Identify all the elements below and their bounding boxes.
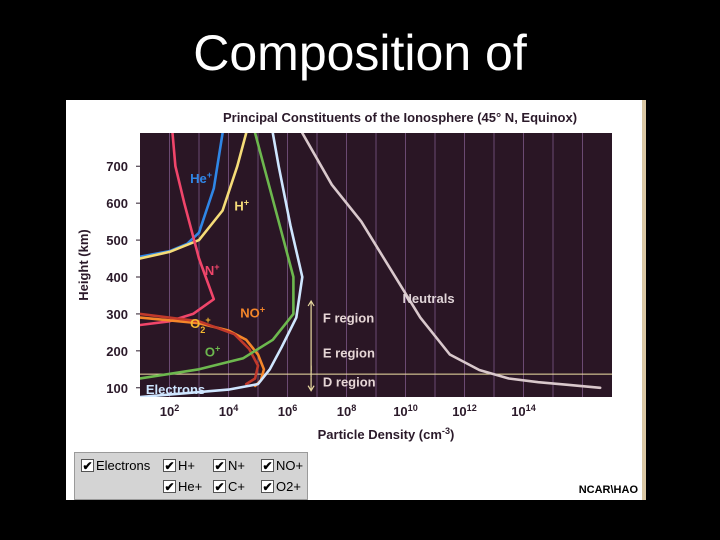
x-tick-label: 1014 xyxy=(511,403,537,419)
series-line-h-plus xyxy=(140,133,248,260)
legend-label-c-plus: C+ xyxy=(228,479,245,494)
checkbox-no-plus[interactable]: ✔ xyxy=(261,459,274,473)
y-axis-label: Height (km) xyxy=(76,229,91,301)
series-group: He+ H+ N+ NO+ O2+ O+ Neutrals Electrons F region… xyxy=(140,133,612,397)
y-tick-label: 700 xyxy=(106,159,128,174)
legend-label-n-plus: N+ xyxy=(228,458,245,473)
legend-checkbox-o2-plus[interactable]: ✔ O2+ xyxy=(261,479,301,494)
series-line-neutrals xyxy=(301,133,602,390)
y-tick-label: 100 xyxy=(106,381,128,396)
x-tick-label: 106 xyxy=(278,403,298,419)
figure-edge xyxy=(642,100,646,500)
region-arrow-head-d xyxy=(307,385,315,392)
x-tick-label: 102 xyxy=(160,403,180,419)
legend-checkbox-he-plus[interactable]: ✔ He+ xyxy=(163,479,202,494)
y-tick-label: 600 xyxy=(106,196,128,211)
curve-label-neutrals: Neutrals xyxy=(403,291,455,306)
checkbox-h-plus[interactable]: ✔ xyxy=(163,459,176,473)
y-tick-label: 200 xyxy=(106,344,128,359)
y-tick-label: 500 xyxy=(106,233,128,248)
region-label-e-region: E region xyxy=(323,346,375,361)
legend-checkbox-electrons[interactable]: ✔ Electrons xyxy=(81,458,150,473)
region-label-f-region: F region xyxy=(323,311,374,326)
y-tick-label: 300 xyxy=(106,307,128,322)
x-tick-label: 108 xyxy=(337,403,357,419)
curve-label-o-plus: O+ xyxy=(205,343,220,359)
region-arrow-head-f xyxy=(307,299,315,307)
x-tick-label: 104 xyxy=(219,403,239,419)
x-tick-label: 1012 xyxy=(452,403,477,419)
ionosphere-figure: Principal Constituents of the Ionosphere… xyxy=(66,100,646,500)
x-axis-label: Particle Density (cm-3) xyxy=(318,426,455,442)
x-tick-label: 1010 xyxy=(393,403,418,419)
legend-label-h-plus: H+ xyxy=(178,458,195,473)
curve-label-he-plus: He+ xyxy=(190,170,212,186)
checkbox-he-plus[interactable]: ✔ xyxy=(163,480,176,494)
checkbox-n-plus[interactable]: ✔ xyxy=(213,459,226,473)
legend-label-o2-plus: O2+ xyxy=(276,479,301,494)
legend-checkbox-c-plus[interactable]: ✔ C+ xyxy=(213,479,245,494)
legend-checkbox-h-plus[interactable]: ✔ H+ xyxy=(163,458,195,473)
checkbox-electrons[interactable]: ✔ xyxy=(81,459,94,473)
y-tick-label: 400 xyxy=(106,270,128,285)
curve-label-h-plus: H+ xyxy=(234,198,249,214)
legend-checkbox-n-plus[interactable]: ✔ N+ xyxy=(213,458,245,473)
species-legend: ✔ Electrons ✔ H+ ✔ N+ ✔ NO+ ✔ He+ ✔ C+ ✔ O2+ xyxy=(74,452,308,500)
curve-label-electrons: Electrons xyxy=(146,382,205,397)
curve-label-no-plus: NO+ xyxy=(240,305,265,321)
series-line-electrons xyxy=(140,133,304,397)
ionosphere-chart: Principal Constituents of the Ionosphere… xyxy=(76,110,612,442)
legend-label-no-plus: NO+ xyxy=(276,458,304,473)
legend-label-electrons: Electrons xyxy=(96,458,151,473)
image-credit: NCAR\HAO xyxy=(578,484,638,496)
legend-checkbox-no-plus[interactable]: ✔ NO+ xyxy=(261,458,303,473)
series-line-o2-plus xyxy=(140,312,260,386)
curve-label-n-plus: N+ xyxy=(205,262,220,278)
checkbox-c-plus[interactable]: ✔ xyxy=(213,480,226,494)
region-label-d-region: D region xyxy=(323,374,376,389)
slide-title: Composition of xyxy=(193,25,527,81)
checkbox-o2-plus[interactable]: ✔ xyxy=(261,480,274,494)
series-line-o-plus xyxy=(140,133,295,380)
curve-label-o2-plus: O2+ xyxy=(190,315,211,335)
legend-label-he-plus: He+ xyxy=(178,479,203,494)
chart-title: Principal Constituents of the Ionosphere… xyxy=(223,110,577,125)
